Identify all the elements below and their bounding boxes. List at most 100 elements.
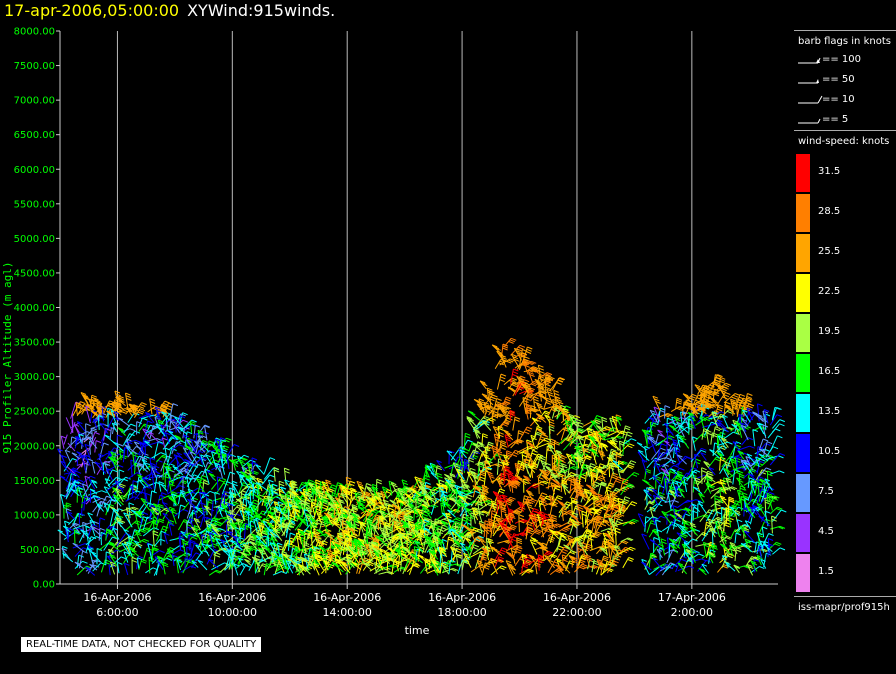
barb-flag xyxy=(211,451,217,455)
wind-barb xyxy=(221,454,232,467)
barb-flag xyxy=(441,527,447,530)
y-tick-label: 500.00 xyxy=(20,545,55,556)
barb-flag xyxy=(118,395,124,399)
wind-barb xyxy=(139,442,146,457)
barb-flag xyxy=(273,469,280,473)
barb-flag xyxy=(99,527,106,531)
wind-barb xyxy=(230,545,236,561)
wind-barb xyxy=(99,422,109,434)
barb-flag xyxy=(73,481,80,484)
wind-barb xyxy=(463,433,466,449)
wind-barb xyxy=(249,477,256,494)
barb-flag xyxy=(153,425,159,428)
barb-flag xyxy=(250,474,256,478)
barb-flag xyxy=(218,506,224,510)
wind-barb xyxy=(228,495,234,507)
barb-flag xyxy=(287,500,293,504)
barb-flag xyxy=(267,495,273,499)
barb-flag xyxy=(118,469,125,473)
barb-flag xyxy=(90,402,96,406)
barb-flag xyxy=(85,525,92,529)
barb-flag xyxy=(93,564,100,568)
barb-flag xyxy=(184,461,190,465)
barb-flag xyxy=(100,531,107,535)
barb-flag xyxy=(76,451,82,455)
barb-flag xyxy=(226,530,232,534)
wind-barb xyxy=(76,421,87,433)
wind-barb xyxy=(226,454,230,470)
barb-flag xyxy=(176,557,182,561)
wind-barb xyxy=(168,497,179,506)
barb-flag xyxy=(208,440,215,444)
wind-barb xyxy=(297,563,307,573)
wind-barb xyxy=(211,465,220,471)
barb-flag xyxy=(140,404,146,407)
barb-flag xyxy=(304,544,310,548)
wind-barb xyxy=(239,565,247,576)
wind-barb xyxy=(108,564,111,576)
barb-flag xyxy=(116,518,123,522)
wind-barb xyxy=(142,516,148,531)
barb-flag xyxy=(298,517,304,521)
barb-flag xyxy=(118,464,124,468)
y-tick-label: 0.00 xyxy=(33,580,55,591)
wind-barb xyxy=(152,516,155,534)
wind-barb xyxy=(272,528,283,541)
barb-flag xyxy=(113,411,120,415)
wind-barb xyxy=(84,454,91,467)
barb-flag xyxy=(273,528,279,532)
wind-barb xyxy=(147,426,156,436)
wind-barb xyxy=(81,450,87,468)
wind-barb xyxy=(235,498,247,508)
wind-barb xyxy=(298,530,307,538)
barb-flag xyxy=(103,442,109,446)
barb-flag xyxy=(106,468,112,472)
wind-barb xyxy=(112,527,120,540)
wind-barb xyxy=(160,483,168,492)
barb-flag xyxy=(112,404,118,408)
wind-barb xyxy=(112,494,124,506)
wind-barb xyxy=(162,463,165,480)
wind-barb xyxy=(236,518,241,530)
wind-barb xyxy=(100,559,106,573)
wind-barb xyxy=(89,525,102,537)
wind-barb xyxy=(129,403,137,413)
barb-flag xyxy=(439,479,445,483)
wind-barb xyxy=(172,466,184,476)
barb-flag xyxy=(268,479,274,483)
wind-barb xyxy=(123,563,129,576)
wind-barb xyxy=(207,558,219,569)
wind-barb xyxy=(246,462,252,474)
barb-flag xyxy=(104,478,111,482)
barb-flag xyxy=(466,496,472,500)
wind-barb xyxy=(85,536,97,546)
barb-flag xyxy=(168,429,174,433)
wind-barb xyxy=(274,561,280,575)
wind-barb xyxy=(161,492,164,504)
wind-barb xyxy=(151,507,159,516)
wind-barb xyxy=(226,515,234,530)
wind-barb xyxy=(138,417,143,428)
wind-barb xyxy=(199,516,204,528)
barb-flag xyxy=(88,545,94,549)
barb-flag xyxy=(109,412,115,416)
barb-flag xyxy=(202,441,208,445)
wind-barb xyxy=(294,546,298,559)
barb-flag xyxy=(108,541,114,545)
barb-flag xyxy=(157,555,163,559)
wind-barb xyxy=(227,503,234,521)
barb-flag xyxy=(321,506,327,510)
wind-barb xyxy=(293,497,302,510)
barb-flag xyxy=(296,488,303,492)
barb-flag xyxy=(161,405,167,408)
barb-flag xyxy=(255,464,262,468)
wind-barb xyxy=(123,512,133,528)
wind-barb xyxy=(212,527,221,537)
wind-barb xyxy=(82,522,85,539)
wind-barb xyxy=(280,486,287,496)
wind-barb xyxy=(193,470,203,483)
wind-barb xyxy=(263,501,274,515)
wind-barb xyxy=(140,414,154,420)
wind-barb xyxy=(125,393,129,409)
barb-flag xyxy=(110,402,116,406)
